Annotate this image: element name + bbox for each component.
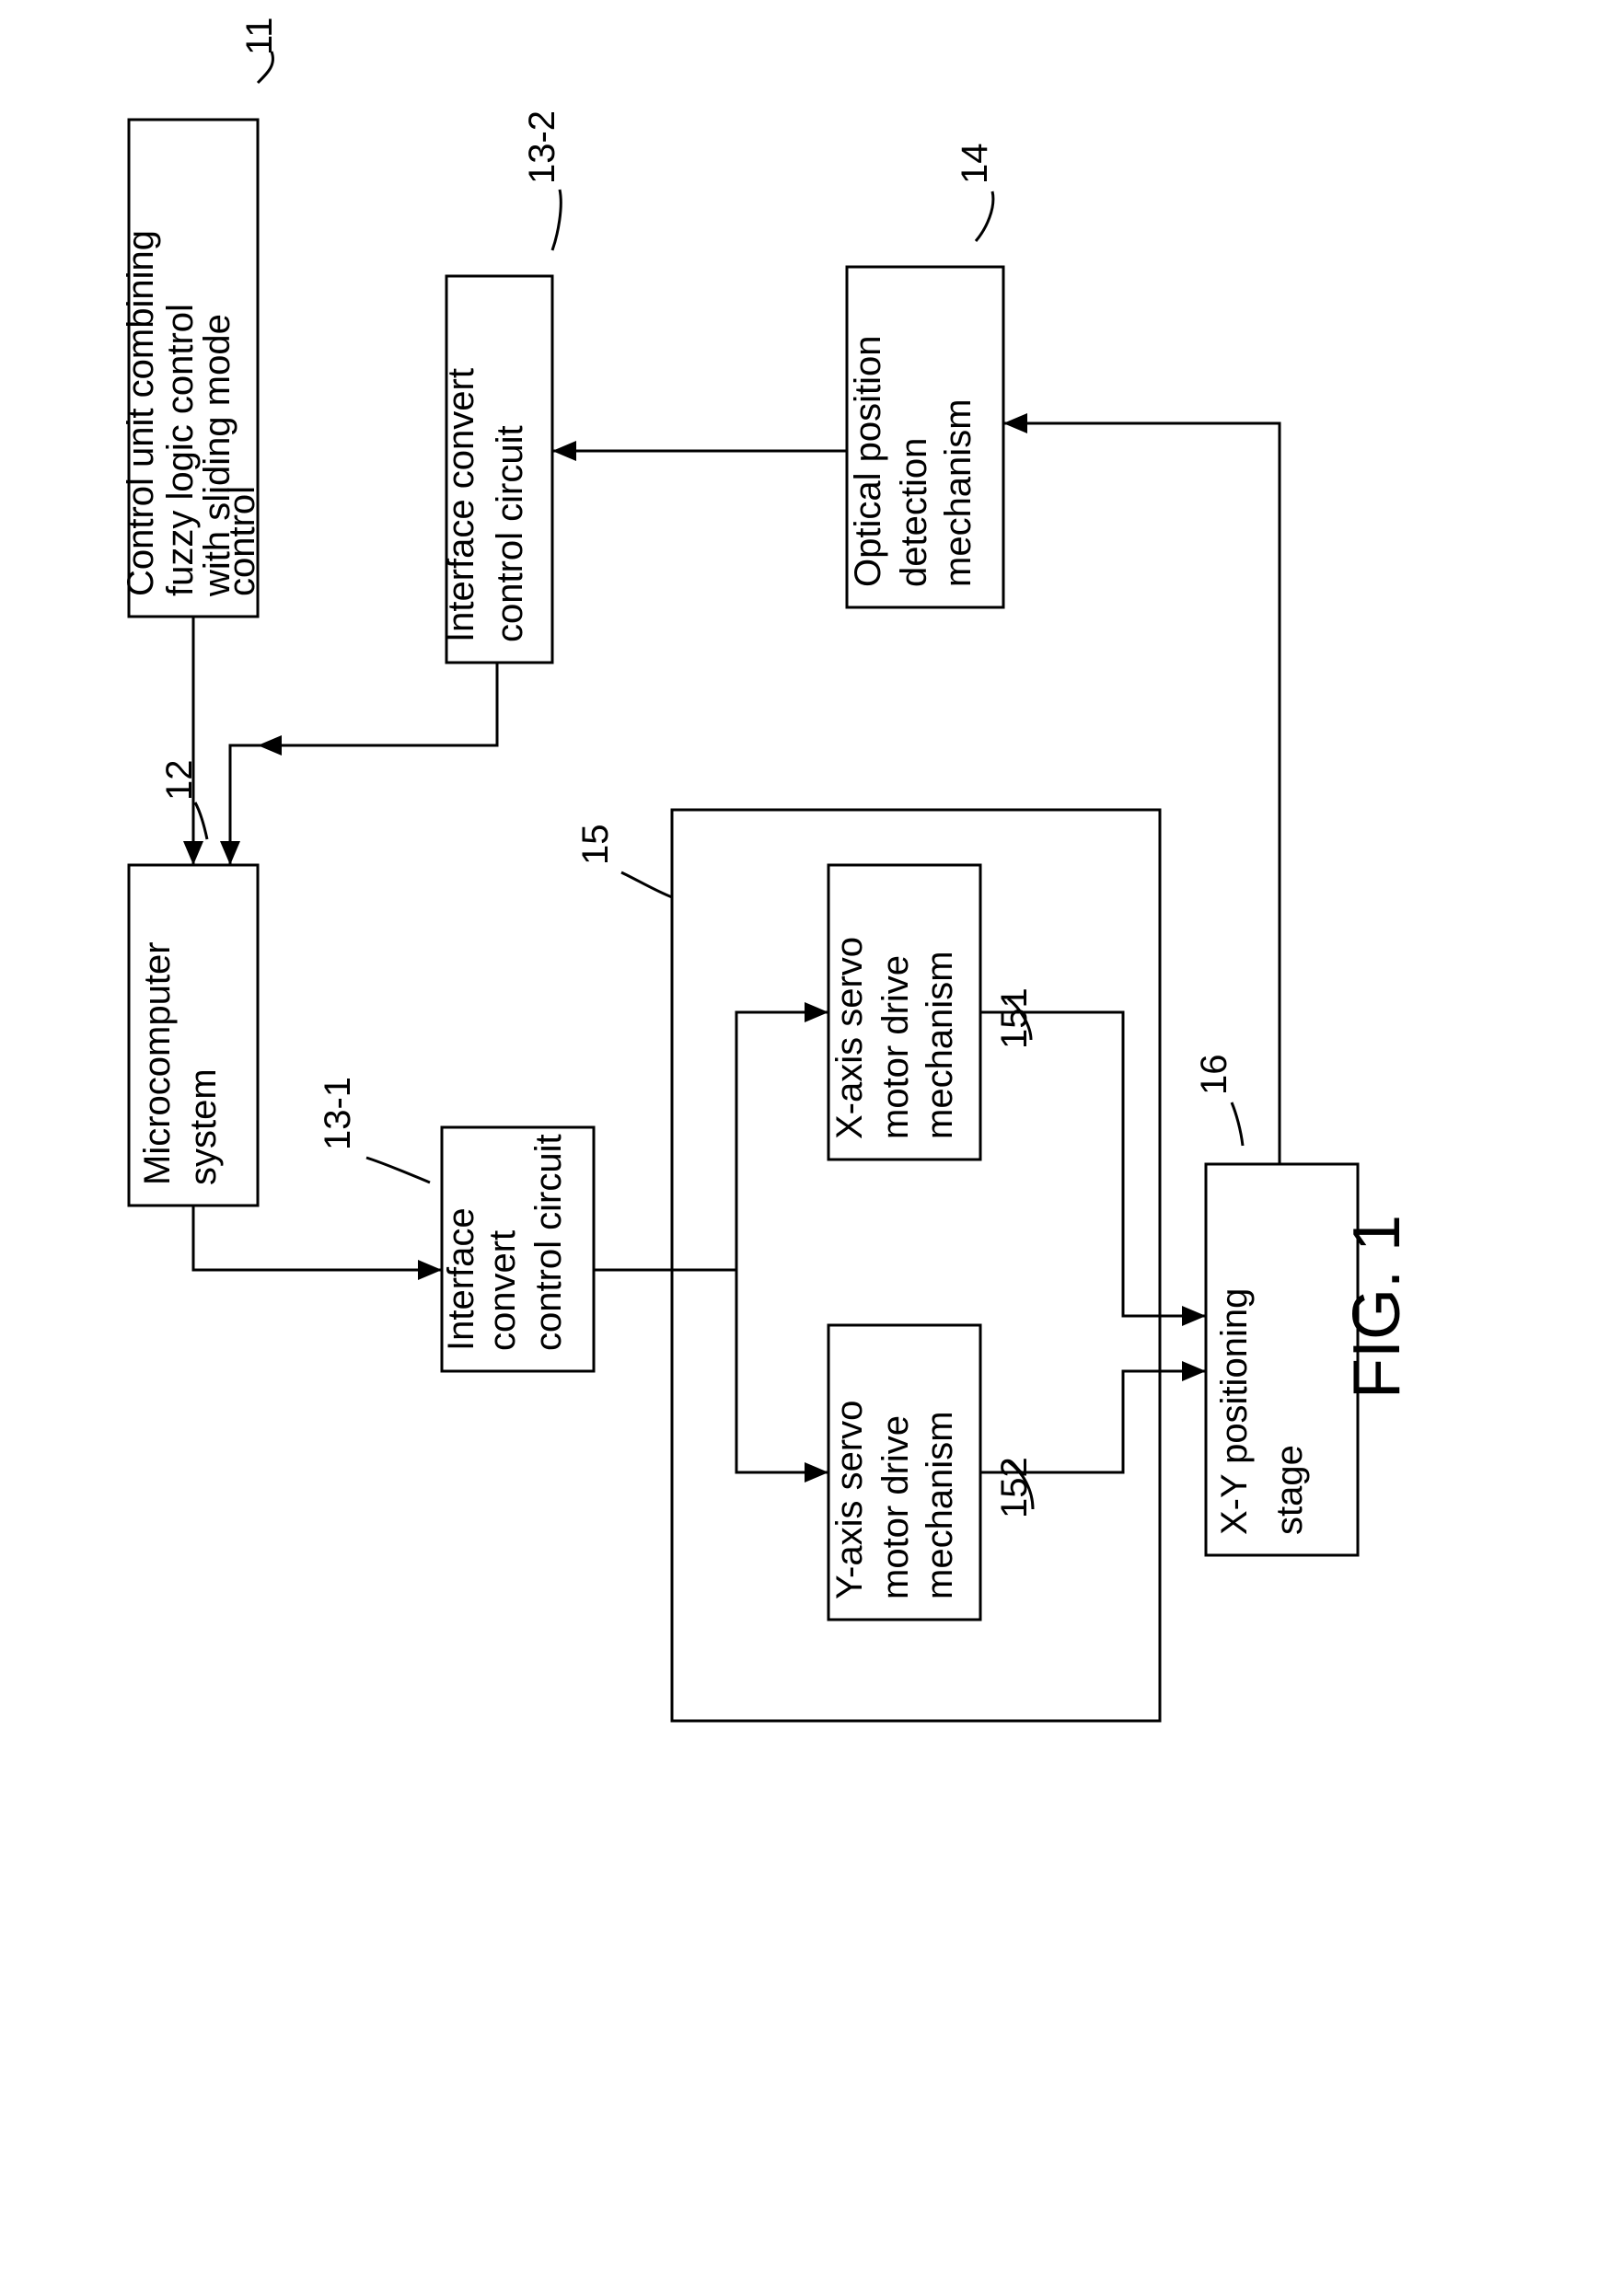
arrowhead <box>1182 1306 1206 1326</box>
arrowhead <box>805 1462 828 1483</box>
arrowhead <box>552 441 576 461</box>
ref-r151: 151 <box>994 987 1035 1049</box>
box-b11-line-1: fuzzy logic control <box>160 304 201 596</box>
box-b132-line-1: control circuit <box>490 425 530 642</box>
hook-r14 <box>976 191 993 241</box>
hook-r11 <box>258 52 273 83</box>
c-12-131 <box>193 1206 442 1270</box>
box-b152-line-2: mechanism <box>920 1411 960 1599</box>
c-132-12 <box>258 663 497 745</box>
ref-r12: 12 <box>159 760 200 802</box>
box-b151-line-1: motor drive <box>875 955 916 1139</box>
box-b131-line-0: Interface <box>441 1207 481 1351</box>
arrowhead <box>1182 1361 1206 1381</box>
ref-r131: 13-1 <box>318 1077 358 1150</box>
hook-r132 <box>552 190 561 250</box>
box-b16-line-1: stage <box>1269 1445 1310 1535</box>
arrowhead <box>183 841 203 865</box>
ref-r132: 13-2 <box>522 110 562 184</box>
ref-r11: 11 <box>239 17 280 55</box>
ref-r14: 14 <box>955 144 995 185</box>
ref-r16: 16 <box>1194 1055 1234 1096</box>
hook-r16 <box>1232 1102 1243 1146</box>
box-b12-line-1: system <box>183 1068 224 1185</box>
c-16-14 <box>1003 423 1280 1164</box>
box-b151-line-2: mechanism <box>920 951 960 1139</box>
figure-label: FIG. 1 <box>1340 1215 1414 1399</box>
ref-r15: 15 <box>575 825 616 866</box>
arrowhead <box>805 1002 828 1022</box>
c-131-152 <box>736 1270 828 1472</box>
box-b16-line-0: X-Y positioning <box>1214 1288 1255 1535</box>
box-b131-line-2: control circuit <box>528 1134 569 1351</box>
ref-r152: 152 <box>994 1457 1035 1518</box>
container-15 <box>672 810 1160 1721</box>
c-151-16 <box>980 1012 1206 1316</box>
box-b14-line-0: Optical position <box>848 336 888 587</box>
arrowhead <box>258 735 282 756</box>
box-b11-line-3: control <box>222 486 262 596</box>
box-b14-line-2: mechanism <box>938 398 979 587</box>
hook-r131 <box>366 1158 430 1183</box>
arrowhead <box>418 1260 442 1280</box>
box-b132-line-0: Interface convert <box>441 368 481 642</box>
c-131-151 <box>594 1012 828 1270</box>
arrowhead <box>1003 413 1027 433</box>
box-b131-line-1: convert <box>482 1230 523 1351</box>
hook-r15 <box>621 872 672 897</box>
box-b151-line-0: X-axis servo <box>829 937 870 1139</box>
box-b12-line-0: Microcomputer <box>137 941 178 1185</box>
hook-r12 <box>195 802 207 839</box>
box-b152-line-1: motor drive <box>875 1415 916 1599</box>
box-b152-line-0: Y-axis servo <box>829 1401 870 1599</box>
box-b11-line-0: Control unit combining <box>121 230 161 596</box>
arrowhead <box>220 841 240 865</box>
box-b14-line-1: detection <box>894 438 934 587</box>
